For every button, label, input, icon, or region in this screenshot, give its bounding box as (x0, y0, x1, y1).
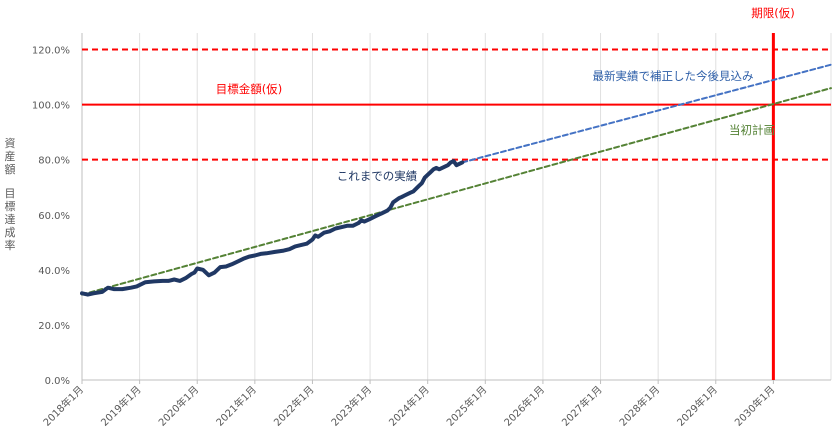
y-tick-label: 80.0% (38, 156, 70, 167)
y-axis-label-char: 額 (5, 163, 16, 176)
x-tick-label: 2023年1月 (328, 383, 374, 429)
y-tick-label: 120.0% (32, 46, 70, 57)
y-axis-label-char: 目 (5, 187, 16, 200)
goal-label: 目標金額(仮) (216, 82, 282, 96)
reference-lines (82, 33, 831, 380)
label-layer: 期限(仮) 目標金額(仮) 最新実績で補正した今後見込み 当初計画 これまでの実… (216, 6, 795, 183)
series-line-dashed-0 (461, 63, 832, 164)
y-tick-label: 40.0% (38, 266, 70, 277)
actual-label: これまでの実績 (337, 169, 418, 183)
x-tick-label: 2028年1月 (616, 383, 662, 429)
y-tick-label: 60.0% (38, 211, 70, 222)
y-axis-label-char: 成 (5, 226, 16, 239)
x-tick-label: 2020年1月 (156, 383, 202, 429)
y-axis-label-char: 標 (5, 199, 16, 213)
x-tick-label: 2029年1月 (674, 383, 720, 429)
x-tick-label: 2026年1月 (501, 383, 547, 429)
y-axis-label-char: 産 (5, 150, 16, 163)
y-axis-label-char: 率 (5, 238, 16, 252)
y-axis-label-char: 達 (5, 213, 16, 226)
x-tick-label: 2021年1月 (213, 383, 259, 429)
y-tick-label: 0.0% (45, 376, 70, 387)
x-tick-label: 2018年1月 (40, 383, 86, 429)
series-line-actual (80, 159, 465, 297)
x-tick-label: 2027年1月 (559, 383, 605, 429)
plan-label: 当初計画 (729, 123, 775, 137)
deadline-label: 期限(仮) (751, 6, 794, 20)
x-tick-label: 2019年1月 (98, 383, 144, 429)
y-tick-label: 100.0% (32, 101, 70, 112)
axis-layer: 2018年1月 2019年1月 2020年1月 2021年1月 2022年1月 2023年… (32, 33, 831, 429)
x-tick-label: 2024年1月 (386, 383, 432, 429)
y-tick-label: 20.0% (38, 321, 70, 332)
x-tick-label: 2030年1月 (732, 383, 778, 429)
series-line-dashed-1 (81, 87, 832, 296)
grid-layer (81, 33, 832, 380)
x-tick-label: 2022年1月 (271, 383, 317, 429)
y-axis-label-char: 資 (5, 137, 16, 150)
forecast-label: 最新実績で補正した今後見込み (593, 69, 754, 83)
x-tick-label: 2025年1月 (444, 383, 490, 429)
series-layer (80, 63, 832, 297)
